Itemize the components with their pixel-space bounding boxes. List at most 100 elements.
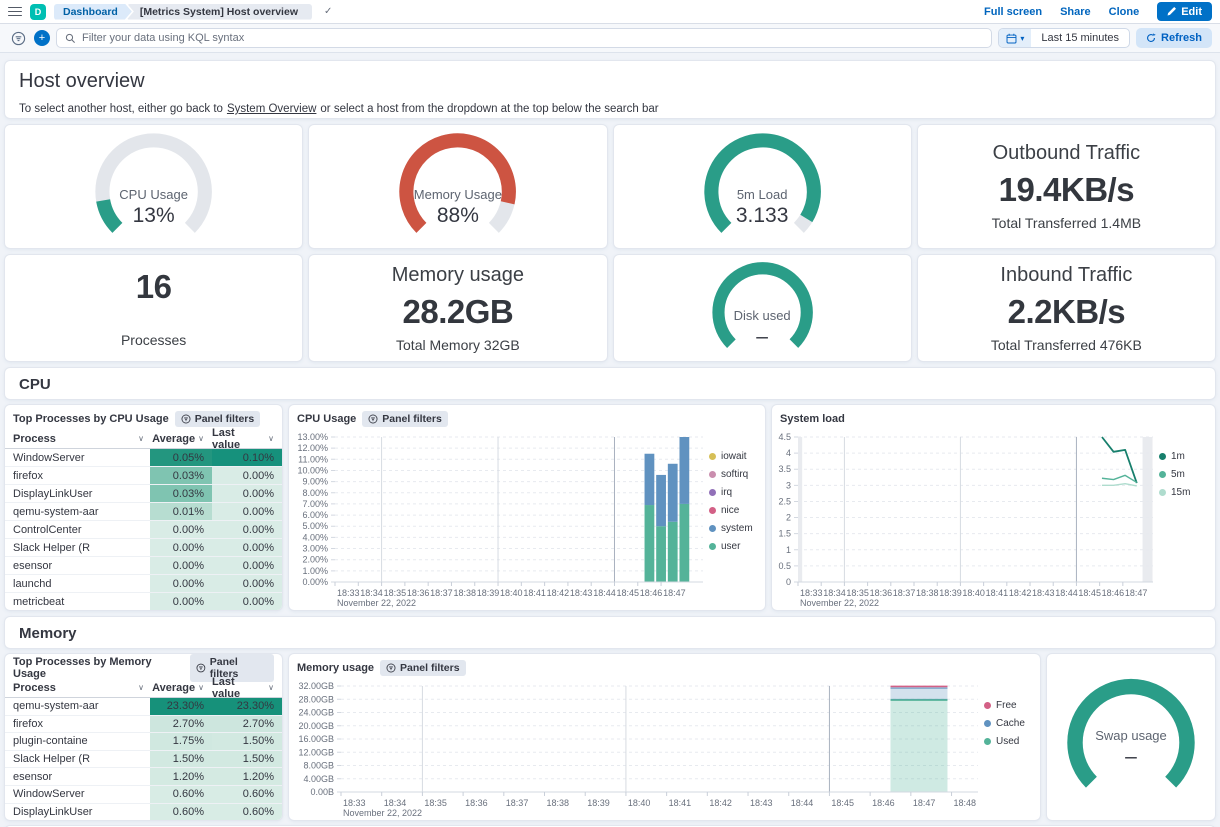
column-header-process[interactable]: Process∨ [5, 433, 150, 445]
x-axis-tick-label: 18:45 [616, 588, 639, 598]
x-axis-tick-label: 18:36 [870, 588, 893, 598]
5m-load-gauge: 5m Load 3.133 [614, 125, 911, 248]
refresh-button[interactable]: Refresh [1136, 28, 1212, 48]
full-screen-link[interactable]: Full screen [984, 6, 1042, 18]
legend-item-iowait[interactable]: iowait [709, 451, 765, 462]
edit-button[interactable]: Edit [1157, 2, 1212, 21]
panel-filters-badge[interactable]: Panel filters [362, 411, 448, 427]
process-cell: qemu-system-aar [5, 698, 150, 715]
legend-item-Used[interactable]: Used [984, 736, 1040, 747]
time-quick-select-button[interactable]: ▾ [999, 29, 1031, 47]
y-axis-tick-label: 1 [786, 545, 791, 555]
legend-item-system[interactable]: system [709, 523, 765, 534]
last-value-cell: 0.00% [212, 557, 282, 574]
filter-circle-icon [368, 414, 378, 424]
table-row: plugin-containe1.75%1.50% [5, 733, 282, 751]
x-axis-tick-label: 18:40 [500, 588, 523, 598]
column-header-average[interactable]: Average∨ [150, 682, 212, 694]
bar-segment-system [668, 464, 678, 522]
legend-item-user[interactable]: user [709, 541, 765, 552]
x-axis-tick-label: 18:44 [1055, 588, 1078, 598]
process-cell: esensor [5, 557, 150, 574]
bar-segment-user [645, 505, 655, 582]
share-link[interactable]: Share [1060, 6, 1091, 18]
line-series-5m [1102, 475, 1137, 482]
legend-item-nice[interactable]: nice [709, 505, 765, 516]
x-axis-tick-label: 18:36 [465, 798, 488, 808]
column-header-process[interactable]: Process∨ [5, 682, 150, 694]
last-value-cell: 0.60% [212, 804, 282, 821]
panel-filters-badge[interactable]: Panel filters [380, 660, 466, 676]
table-row: esensor1.20%1.20% [5, 768, 282, 786]
legend-item-Free[interactable]: Free [984, 700, 1040, 711]
cpu-processes-table: Process∨Average∨Last value∨WindowServer0… [5, 429, 282, 611]
process-cell: Slack Helper (R [5, 751, 150, 768]
saved-queries-button[interactable] [8, 28, 28, 48]
clone-link[interactable]: Clone [1109, 6, 1140, 18]
outbound-traffic-panel: Outbound Traffic 19.4KB/s Total Transfer… [917, 124, 1216, 249]
y-axis-tick-label: 0.00% [302, 577, 328, 587]
y-axis-tick-label: 3.00% [302, 544, 328, 554]
column-header-last-value[interactable]: Last value∨ [212, 427, 282, 451]
x-axis-tick-label: 18:47 [663, 588, 686, 598]
average-cell: 0.03% [150, 467, 212, 484]
cpu-usage-gauge: CPU Usage 13% [5, 125, 302, 248]
metric-value: 28.2GB [403, 293, 514, 331]
memory-usage-metric-panel: Memory usage 28.2GB Total Memory 32GB [308, 254, 607, 362]
table-row: qemu-system-aar0.01%0.00% [5, 503, 282, 521]
y-axis-tick-label: 32.00GB [298, 681, 334, 691]
column-header-average[interactable]: Average∨ [150, 433, 212, 445]
memory-usage-chart-panel: Memory usage Panel filters 0.00B4.00GB8.… [288, 653, 1041, 821]
legend-item-softirq[interactable]: softirq [709, 469, 765, 480]
x-axis-tick-label: 18:38 [547, 798, 570, 808]
x-axis-tick-label: 18:41 [669, 798, 692, 808]
table-row: DisplayLinkUser0.03%0.00% [5, 485, 282, 503]
space-avatar[interactable]: D [30, 4, 46, 20]
x-axis-tick-label: 18:40 [628, 798, 651, 808]
kql-search-input[interactable] [82, 32, 983, 44]
x-axis-tick-label: 18:48 [954, 798, 977, 808]
add-filter-button[interactable]: + [34, 30, 50, 46]
x-axis-date-label: November 22, 2022 [343, 808, 422, 818]
y-axis-tick-label: 6.00% [302, 510, 328, 520]
legend-item-Cache[interactable]: Cache [984, 718, 1040, 729]
average-cell: 0.60% [150, 804, 212, 821]
legend-item-15m[interactable]: 15m [1159, 487, 1215, 498]
metric-value: 16 [136, 268, 172, 306]
x-axis-tick-label: 18:33 [800, 588, 823, 598]
last-value-cell: 0.00% [212, 503, 282, 520]
x-axis-tick-label: 18:36 [407, 588, 430, 598]
x-axis-tick-label: 18:35 [424, 798, 447, 808]
gauge-arc [614, 125, 911, 248]
legend-item-5m[interactable]: 5m [1159, 469, 1215, 480]
breadcrumb-dashboard[interactable]: Dashboard [54, 4, 132, 20]
time-range-button[interactable]: Last 15 minutes [1031, 29, 1129, 47]
process-cell: qemu-system-aar [5, 503, 150, 520]
menu-icon[interactable] [8, 7, 22, 17]
x-axis-date-label: November 22, 2022 [800, 598, 879, 608]
metric-value: 2.2KB/s [1008, 293, 1126, 331]
legend-item-irq[interactable]: irq [709, 487, 765, 498]
x-axis-tick-label: 18:42 [1009, 588, 1032, 598]
filter-circle-icon [386, 663, 396, 673]
y-axis-tick-label: 12.00% [297, 443, 328, 453]
gauge-arc [5, 125, 302, 248]
y-axis-tick-label: 13.00% [297, 432, 328, 442]
table-row: ControlCenter0.00%0.00% [5, 521, 282, 539]
legend-item-1m[interactable]: 1m [1159, 451, 1215, 462]
system-overview-link[interactable]: System Overview [227, 103, 316, 115]
column-header-last-value[interactable]: Last value∨ [212, 676, 282, 700]
average-cell: 1.75% [150, 733, 212, 750]
average-cell: 2.70% [150, 716, 212, 733]
y-axis-tick-label: 2.00% [302, 555, 328, 565]
table-row: Slack Helper (R0.00%0.00% [5, 539, 282, 557]
x-axis-tick-label: 18:43 [1032, 588, 1055, 598]
app-header: D Dashboard [Metrics System] Host overvi… [0, 0, 1220, 24]
disk-used-gauge-panel: Disk used – [613, 254, 912, 362]
process-cell: WindowServer [5, 449, 150, 466]
filter-circle-icon [181, 414, 191, 424]
panel-filters-badge[interactable]: Panel filters [175, 411, 261, 427]
breadcrumb-current[interactable]: [Metrics System] Host overview [127, 4, 312, 20]
kql-search-box[interactable] [56, 28, 992, 48]
bar-segment-user [656, 526, 666, 582]
